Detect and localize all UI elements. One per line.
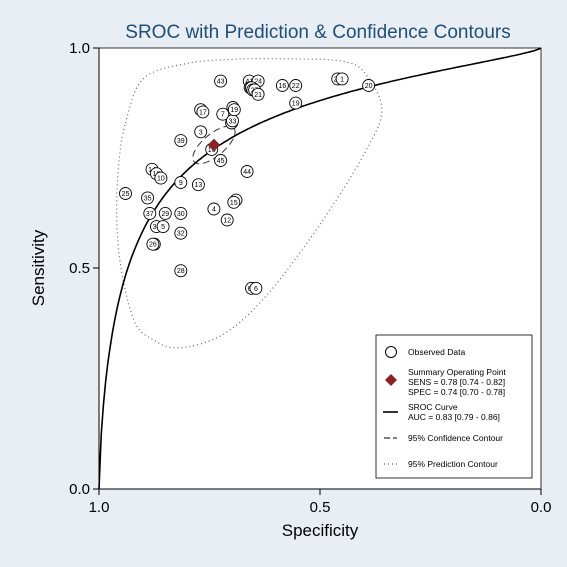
observed-point-label: 20 (365, 83, 373, 90)
x-axis-label: Specificity (282, 521, 359, 540)
observed-point-label: 29 (161, 211, 169, 218)
observed-point (249, 281, 263, 295)
observed-point (174, 134, 188, 148)
observed-point-label: 10 (157, 176, 165, 183)
observed-point-label: 36 (153, 224, 161, 231)
legend: Observed Data Summary Operating Point SE… (375, 334, 533, 479)
legend-sroc-auc: AUC = 0.83 [0.79 - 0.86] (408, 412, 500, 422)
legend-summary-symbol (385, 374, 397, 386)
observed-point (275, 79, 289, 92)
legend-summary-sens: SENS = 0.78 [0.74 - 0.82] (408, 377, 505, 387)
observed-point-label: 25 (122, 191, 130, 198)
observed-point-label: 6 (254, 286, 258, 293)
observed-point (227, 195, 241, 209)
observed-point-label: 19 (230, 107, 238, 114)
observed-point (289, 96, 303, 110)
observed-point (214, 74, 228, 88)
observed-point-label: 16 (279, 83, 287, 90)
observed-point-label: 26 (149, 242, 157, 249)
observed-point-label: 13 (195, 182, 203, 189)
observed-point-label: 9 (179, 180, 183, 187)
legend-prediction-label: 95% Prediction Contour (408, 459, 498, 469)
chart-title: SROC with Prediction & Confidence Contou… (125, 22, 510, 43)
observed-point (156, 220, 170, 234)
observed-point (194, 125, 208, 139)
observed-point (362, 79, 376, 92)
observed-point (214, 154, 228, 167)
observed-point (220, 213, 234, 227)
observed-point-label: 39 (177, 138, 185, 145)
x-tick-label: 0.0 (531, 499, 552, 516)
observed-point (216, 107, 230, 121)
observed-point (240, 165, 254, 178)
observed-point-label: 22 (292, 83, 300, 90)
observed-point (174, 206, 188, 220)
observed-point-label: 15 (230, 200, 238, 207)
observed-point (191, 178, 205, 192)
observed-point-label: 5 (161, 224, 165, 231)
observed-point-label: 4 (212, 207, 216, 214)
observed-point-label: 35 (144, 195, 152, 202)
observed-point (289, 79, 303, 92)
legend-confidence-label: 95% Confidence Contour (408, 433, 503, 443)
observed-point-label: 44 (243, 169, 251, 176)
observed-point-label: 43 (217, 79, 225, 86)
y-tick-label: 0.0 (69, 481, 90, 498)
observed-point (174, 264, 188, 278)
observed-point (141, 191, 155, 205)
y-tick-label: 1.0 (69, 40, 90, 57)
observed-point-label: 17 (199, 109, 207, 116)
observed-point-label: 12 (223, 218, 231, 225)
summary-point (207, 138, 221, 152)
observed-point (174, 226, 188, 240)
observed-point (174, 176, 188, 189)
observed-points: 2514181035373652930342632289133931117164… (119, 72, 376, 295)
legend-summary-label: Summary Operating Point (408, 367, 506, 377)
x-tick-label: 1.0 (89, 499, 110, 516)
observed-point-label: 33 (229, 118, 237, 125)
observed-point-label: 28 (177, 268, 185, 275)
y-ticks: 0.0 0.5 1.0 (69, 40, 99, 498)
observed-point-label: 30 (177, 211, 185, 218)
sroc-curve (98, 47, 542, 490)
observed-point-label: 32 (177, 231, 185, 238)
observed-point (207, 202, 221, 216)
prediction-contour (116, 58, 383, 349)
y-tick-label: 0.5 (69, 260, 90, 277)
legend-box (375, 334, 533, 479)
legend-summary-spec: SPEC = 0.74 [0.70 - 0.78] (408, 387, 505, 397)
legend-observed-label: Observed Data (408, 347, 465, 357)
observed-point-label: 1 (340, 76, 344, 83)
observed-point-label: 37 (146, 211, 154, 218)
observed-point-label: 7 (221, 112, 225, 119)
observed-point (146, 237, 160, 251)
legend-sroc-label: SROC Curve (408, 402, 458, 412)
x-ticks: 1.0 0.5 0.0 (89, 489, 552, 516)
observed-point-label: 24 (254, 79, 262, 86)
confidence-contour (192, 125, 236, 165)
y-axis-label: Sensitivity (29, 229, 48, 306)
observed-point (196, 105, 210, 119)
observed-point-label: 45 (217, 158, 225, 165)
observed-point-label: 21 (254, 92, 262, 99)
observed-point-label: 3 (199, 129, 203, 136)
legend-observed-symbol (385, 346, 397, 358)
observed-point-label: 16 (208, 147, 216, 154)
observed-point (335, 72, 349, 86)
observed-point (227, 103, 241, 117)
x-tick-label: 0.5 (310, 499, 331, 516)
observed-point (158, 206, 172, 220)
observed-point (154, 171, 168, 185)
observed-point (143, 206, 157, 220)
observed-point (251, 87, 265, 101)
observed-point (119, 187, 132, 200)
observed-point-label: 19 (292, 101, 300, 108)
